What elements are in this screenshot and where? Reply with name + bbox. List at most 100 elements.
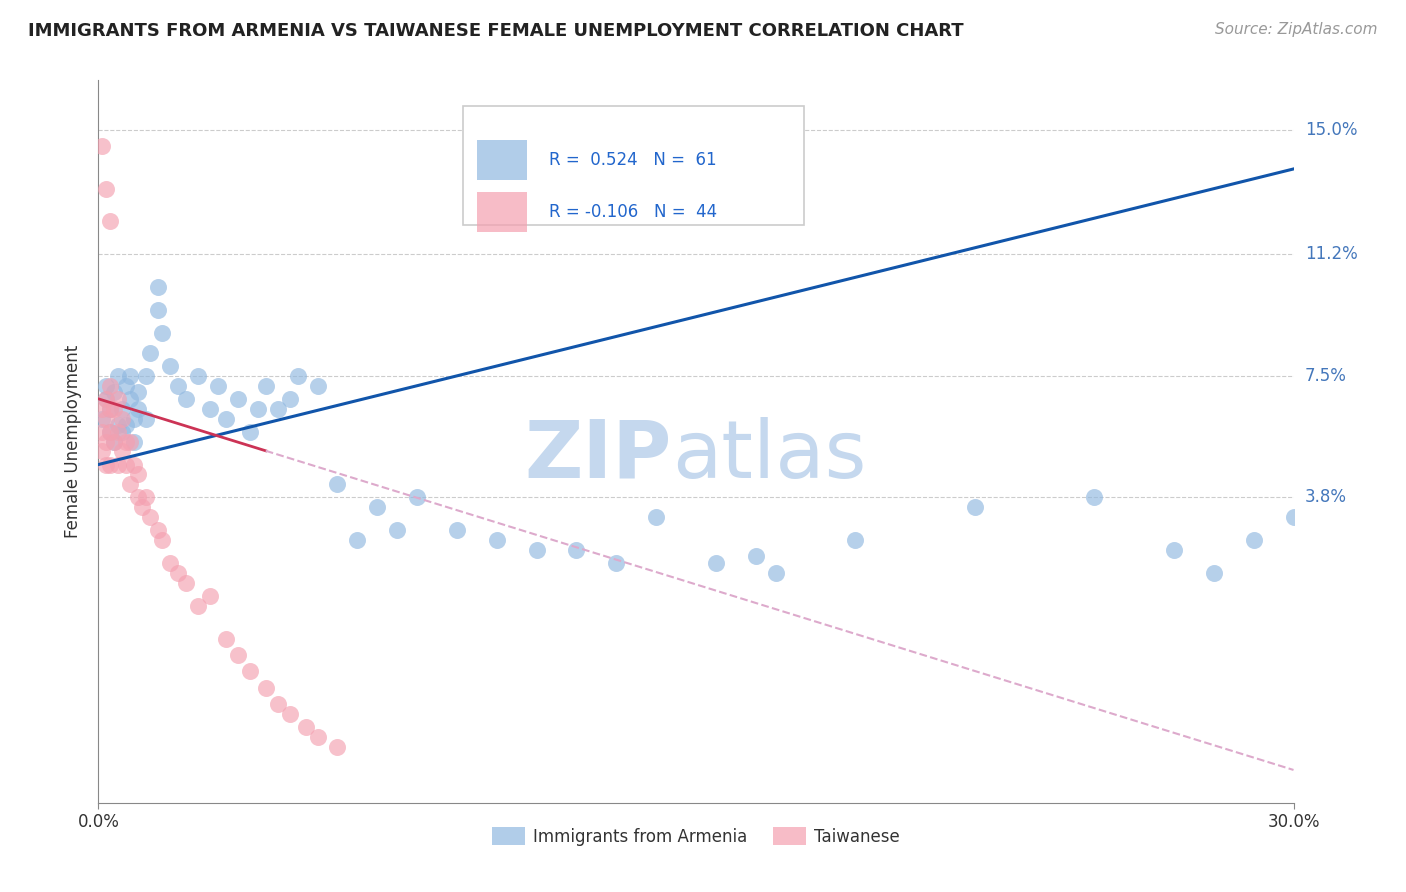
Point (294, 720, 316, 734)
Point (107, 418, 129, 433)
Point (115, 418, 138, 433)
Point (139, 510, 162, 524)
Point (111, 425, 134, 439)
FancyBboxPatch shape (463, 105, 804, 225)
Point (115, 458, 138, 472)
Point (96, 392, 118, 406)
Point (107, 458, 129, 472)
Point (111, 411, 134, 425)
Point (98, 458, 122, 472)
Point (307, 730, 329, 744)
Point (346, 533, 368, 547)
Point (254, 681, 277, 695)
Point (107, 368, 129, 383)
Text: R =  0.524   N =  61: R = 0.524 N = 61 (548, 151, 717, 169)
Point (96, 434, 118, 449)
Point (124, 434, 146, 449)
Point (98, 425, 122, 439)
Y-axis label: Female Unemployment: Female Unemployment (65, 345, 83, 538)
Point (148, 280, 170, 294)
Text: R = -0.106   N =  44: R = -0.106 N = 44 (548, 202, 717, 221)
Point (107, 392, 129, 406)
Point (96, 392, 118, 406)
Point (103, 401, 125, 416)
Point (167, 566, 190, 580)
Point (98, 401, 122, 416)
Point (326, 477, 349, 491)
Point (124, 411, 146, 425)
Point (605, 556, 627, 570)
Point (765, 566, 787, 580)
Point (187, 368, 209, 383)
Point (307, 378, 329, 392)
Point (485, 533, 508, 547)
Point (139, 346, 162, 360)
Point (278, 392, 301, 406)
Point (103, 434, 125, 449)
Point (103, 434, 125, 449)
Point (278, 707, 301, 722)
Point (159, 556, 181, 570)
Point (254, 378, 277, 392)
Point (98, 401, 122, 416)
Text: IMMIGRANTS FROM ARMENIA VS TAIWANESE FEMALE UNEMPLOYMENT CORRELATION CHART: IMMIGRANTS FROM ARMENIA VS TAIWANESE FEM… (28, 22, 963, 40)
Point (150, 533, 173, 547)
Point (96, 458, 118, 472)
Point (111, 401, 134, 416)
Point (1202, 566, 1225, 580)
Point (135, 411, 157, 425)
Point (704, 556, 727, 570)
Point (187, 599, 209, 613)
Point (844, 533, 866, 547)
Point (91, 401, 114, 416)
Text: 7.5%: 7.5% (1305, 367, 1347, 384)
Point (98, 214, 122, 228)
Point (745, 549, 768, 564)
Point (96, 378, 118, 392)
Point (226, 648, 249, 662)
Point (120, 477, 142, 491)
Point (127, 491, 149, 505)
Point (103, 385, 125, 400)
Point (115, 434, 138, 449)
Point (198, 401, 221, 416)
Point (267, 401, 290, 416)
Point (98, 425, 122, 439)
Point (120, 392, 142, 406)
Point (246, 401, 269, 416)
Point (167, 378, 190, 392)
Point (446, 523, 468, 537)
Point (124, 458, 146, 472)
Point (159, 359, 181, 373)
Point (127, 467, 149, 482)
Point (215, 632, 238, 646)
Point (326, 739, 349, 754)
Point (115, 378, 138, 392)
Point (120, 434, 142, 449)
Point (174, 575, 197, 590)
Point (127, 401, 149, 416)
Text: ZIP: ZIP (524, 417, 672, 495)
Point (1163, 542, 1185, 557)
Point (1243, 533, 1265, 547)
Point (215, 411, 238, 425)
Point (267, 698, 290, 712)
Point (131, 500, 153, 515)
Point (406, 491, 429, 505)
Point (963, 500, 986, 515)
Point (174, 392, 197, 406)
Point (120, 368, 142, 383)
Text: Source: ZipAtlas.com: Source: ZipAtlas.com (1215, 22, 1378, 37)
Point (239, 425, 262, 439)
Legend: Immigrants from Armenia, Taiwanese: Immigrants from Armenia, Taiwanese (485, 821, 907, 852)
Point (565, 542, 588, 557)
Point (239, 665, 262, 679)
Point (1083, 491, 1105, 505)
Text: atlas: atlas (672, 417, 866, 495)
Text: 15.0%: 15.0% (1305, 120, 1357, 138)
Point (98, 378, 122, 392)
Point (127, 385, 149, 400)
Point (91, 425, 114, 439)
Point (148, 523, 170, 537)
Point (111, 444, 134, 458)
